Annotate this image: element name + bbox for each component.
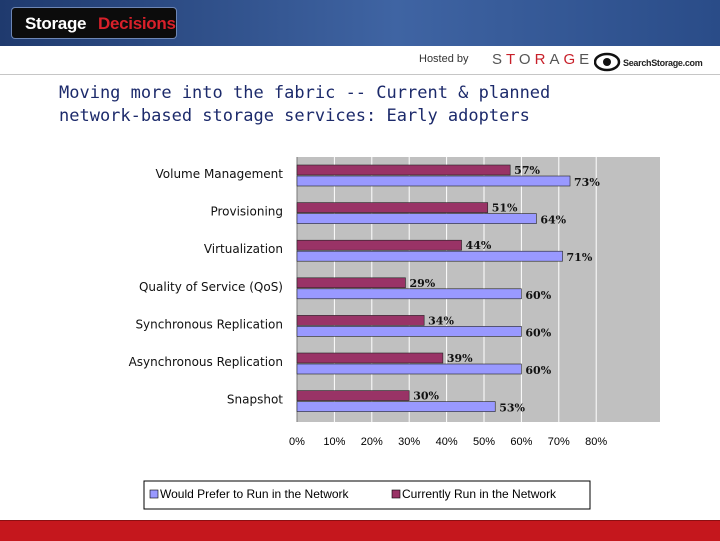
legend-label: Currently Run in the Network: [402, 487, 557, 501]
data-label-prefer: 60%: [525, 364, 551, 377]
x-tick-label: 50%: [473, 436, 495, 448]
bar-prefer: [296, 213, 537, 224]
data-label-current: 57%: [514, 164, 540, 177]
legend-swatch: [391, 489, 401, 499]
bar-prefer: [296, 326, 522, 337]
category-label: Virtualization: [204, 242, 283, 256]
x-tick-label: 70%: [548, 436, 570, 448]
bar-current: [296, 202, 489, 213]
searchstorage-logo[interactable]: SearchStorage.com: [623, 58, 703, 68]
category-label: Volume Management: [156, 167, 284, 181]
legend-box: [143, 480, 591, 510]
data-label-current: 29%: [409, 277, 435, 290]
category-label: Asynchronous Replication: [129, 355, 283, 369]
bar-current: [296, 315, 425, 326]
bar-current: [296, 239, 462, 251]
header-bar: Storage Decisions: [0, 0, 720, 46]
bar-current: [296, 390, 410, 401]
x-tick-label: 30%: [398, 436, 420, 448]
data-label-prefer: 73%: [574, 176, 600, 189]
bar-prefer: [296, 288, 522, 300]
bar-current: [296, 277, 406, 289]
slide-title-line1: Moving more into the fabric -- Current &…: [59, 83, 551, 103]
bar-prefer: [296, 175, 571, 187]
brand-first: Storage: [25, 14, 87, 33]
bar-current: [296, 352, 444, 364]
category-label: Provisioning: [210, 205, 283, 219]
category-label: Synchronous Replication: [135, 317, 283, 331]
storage-magazine-logo[interactable]: STORAGE: [492, 51, 594, 68]
eye-icon: [594, 52, 621, 72]
data-label-current: 34%: [428, 314, 454, 327]
bar-prefer: [296, 401, 496, 412]
data-label-prefer: 60%: [525, 326, 551, 339]
slide-title-line2: network-based storage services: Early ad…: [59, 106, 530, 126]
sponsor-bar: [0, 46, 720, 75]
hosted-by-label: Hosted by: [419, 53, 469, 65]
slide-title: Moving more into the fabric -- Current &…: [59, 82, 659, 128]
category-label: Quality of Service (QoS): [139, 280, 283, 294]
storage-decisions-logo[interactable]: Storage Decisions: [12, 8, 176, 38]
bar-prefer: [296, 363, 522, 375]
x-tick-label: 20%: [361, 436, 383, 448]
legend-swatch: [149, 489, 159, 499]
bar-current: [296, 164, 511, 176]
data-label-prefer: 60%: [525, 289, 551, 302]
data-label-prefer: 64%: [540, 214, 566, 227]
x-tick-label: 10%: [323, 436, 345, 448]
data-label-current: 30%: [413, 390, 439, 403]
legend-label: Would Prefer to Run in the Network: [160, 487, 350, 501]
data-label-prefer: 71%: [567, 251, 593, 264]
x-tick-label: 60%: [510, 436, 532, 448]
x-tick-label: 40%: [436, 436, 458, 448]
x-tick-label: 0%: [289, 436, 305, 448]
data-label-current: 44%: [466, 239, 492, 252]
footer-bar: [0, 520, 720, 541]
bar-prefer: [296, 250, 563, 262]
data-label-current: 39%: [447, 352, 473, 365]
data-label-current: 51%: [492, 202, 518, 215]
data-label-prefer: 53%: [499, 402, 525, 415]
brand-second: Decisions: [98, 14, 176, 33]
x-tick-label: 80%: [585, 436, 607, 448]
category-label: Snapshot: [227, 393, 283, 407]
